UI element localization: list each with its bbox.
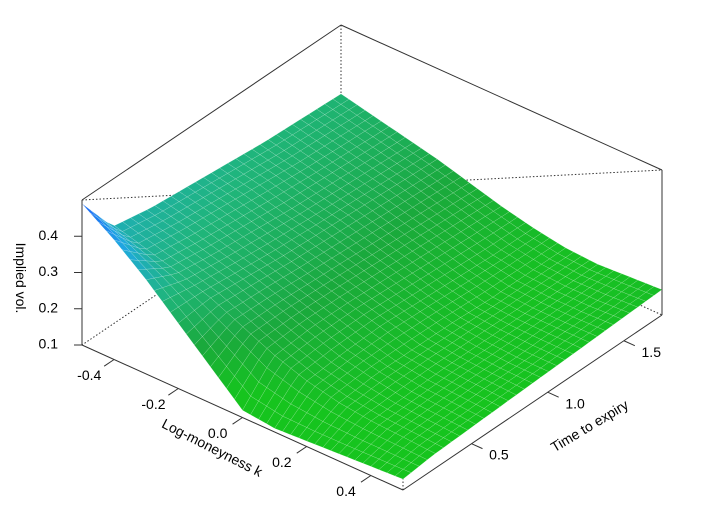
surface-facet — [604, 315, 622, 325]
x-tick-label: -0.2 — [141, 396, 165, 412]
x-tick — [168, 388, 179, 396]
y-tick — [471, 443, 483, 450]
surface-facet — [89, 212, 107, 227]
surface-facet — [426, 443, 444, 454]
x-tick-label: 0.2 — [272, 454, 292, 470]
surface-facet — [483, 402, 501, 413]
surface-facet — [459, 419, 477, 431]
x-tick-label: 0.0 — [208, 425, 228, 441]
surface-facet — [629, 297, 647, 308]
y-axis-title: Time to expiry — [548, 396, 631, 455]
surface-facet — [564, 344, 582, 355]
surface-facet — [394, 469, 412, 480]
box-edge-dotted — [81, 169, 342, 346]
y-tick — [547, 391, 559, 398]
z-axis-title: Implied vol. — [13, 243, 29, 314]
x-tick — [232, 417, 243, 425]
z-tick-label: 0.3 — [39, 263, 59, 279]
z-tick-label: 0.2 — [39, 299, 59, 315]
surface-facet — [467, 414, 485, 425]
box-edge-dotted — [81, 169, 663, 201]
x-tick-label: 0.4 — [336, 483, 356, 499]
y-tick-label: 1.0 — [565, 395, 585, 411]
surface-facet — [475, 408, 493, 419]
y-tick-label: 1.5 — [642, 344, 662, 360]
box-edge — [402, 314, 663, 491]
surface-facet — [491, 396, 509, 407]
box-edge — [81, 24, 342, 201]
z-tick-label: 0.4 — [39, 227, 59, 243]
surface-facet — [410, 455, 428, 467]
x-tick-label: -0.4 — [77, 367, 101, 383]
z-tick-label: 0.1 — [39, 336, 59, 352]
y-tick-label: 0.5 — [489, 447, 509, 463]
surface-facet — [81, 203, 99, 219]
x-tick — [103, 359, 115, 367]
surface-facet — [556, 350, 574, 361]
surface-facet — [532, 367, 550, 378]
y-tick — [623, 340, 636, 347]
surface-facet — [540, 361, 558, 372]
surface-facet — [548, 355, 566, 366]
x-tick — [360, 475, 372, 483]
vol-surface — [81, 93, 663, 480]
surface-facet — [499, 390, 517, 402]
x-tick — [296, 446, 307, 454]
surface-facet — [443, 431, 461, 443]
box-edge — [340, 24, 663, 171]
axis-ticks: -0.4 -0.2 0.0 0.2 0.4 0.5 1.0 1.5 0.1 0.2 0.3 0.4 — [39, 227, 662, 499]
